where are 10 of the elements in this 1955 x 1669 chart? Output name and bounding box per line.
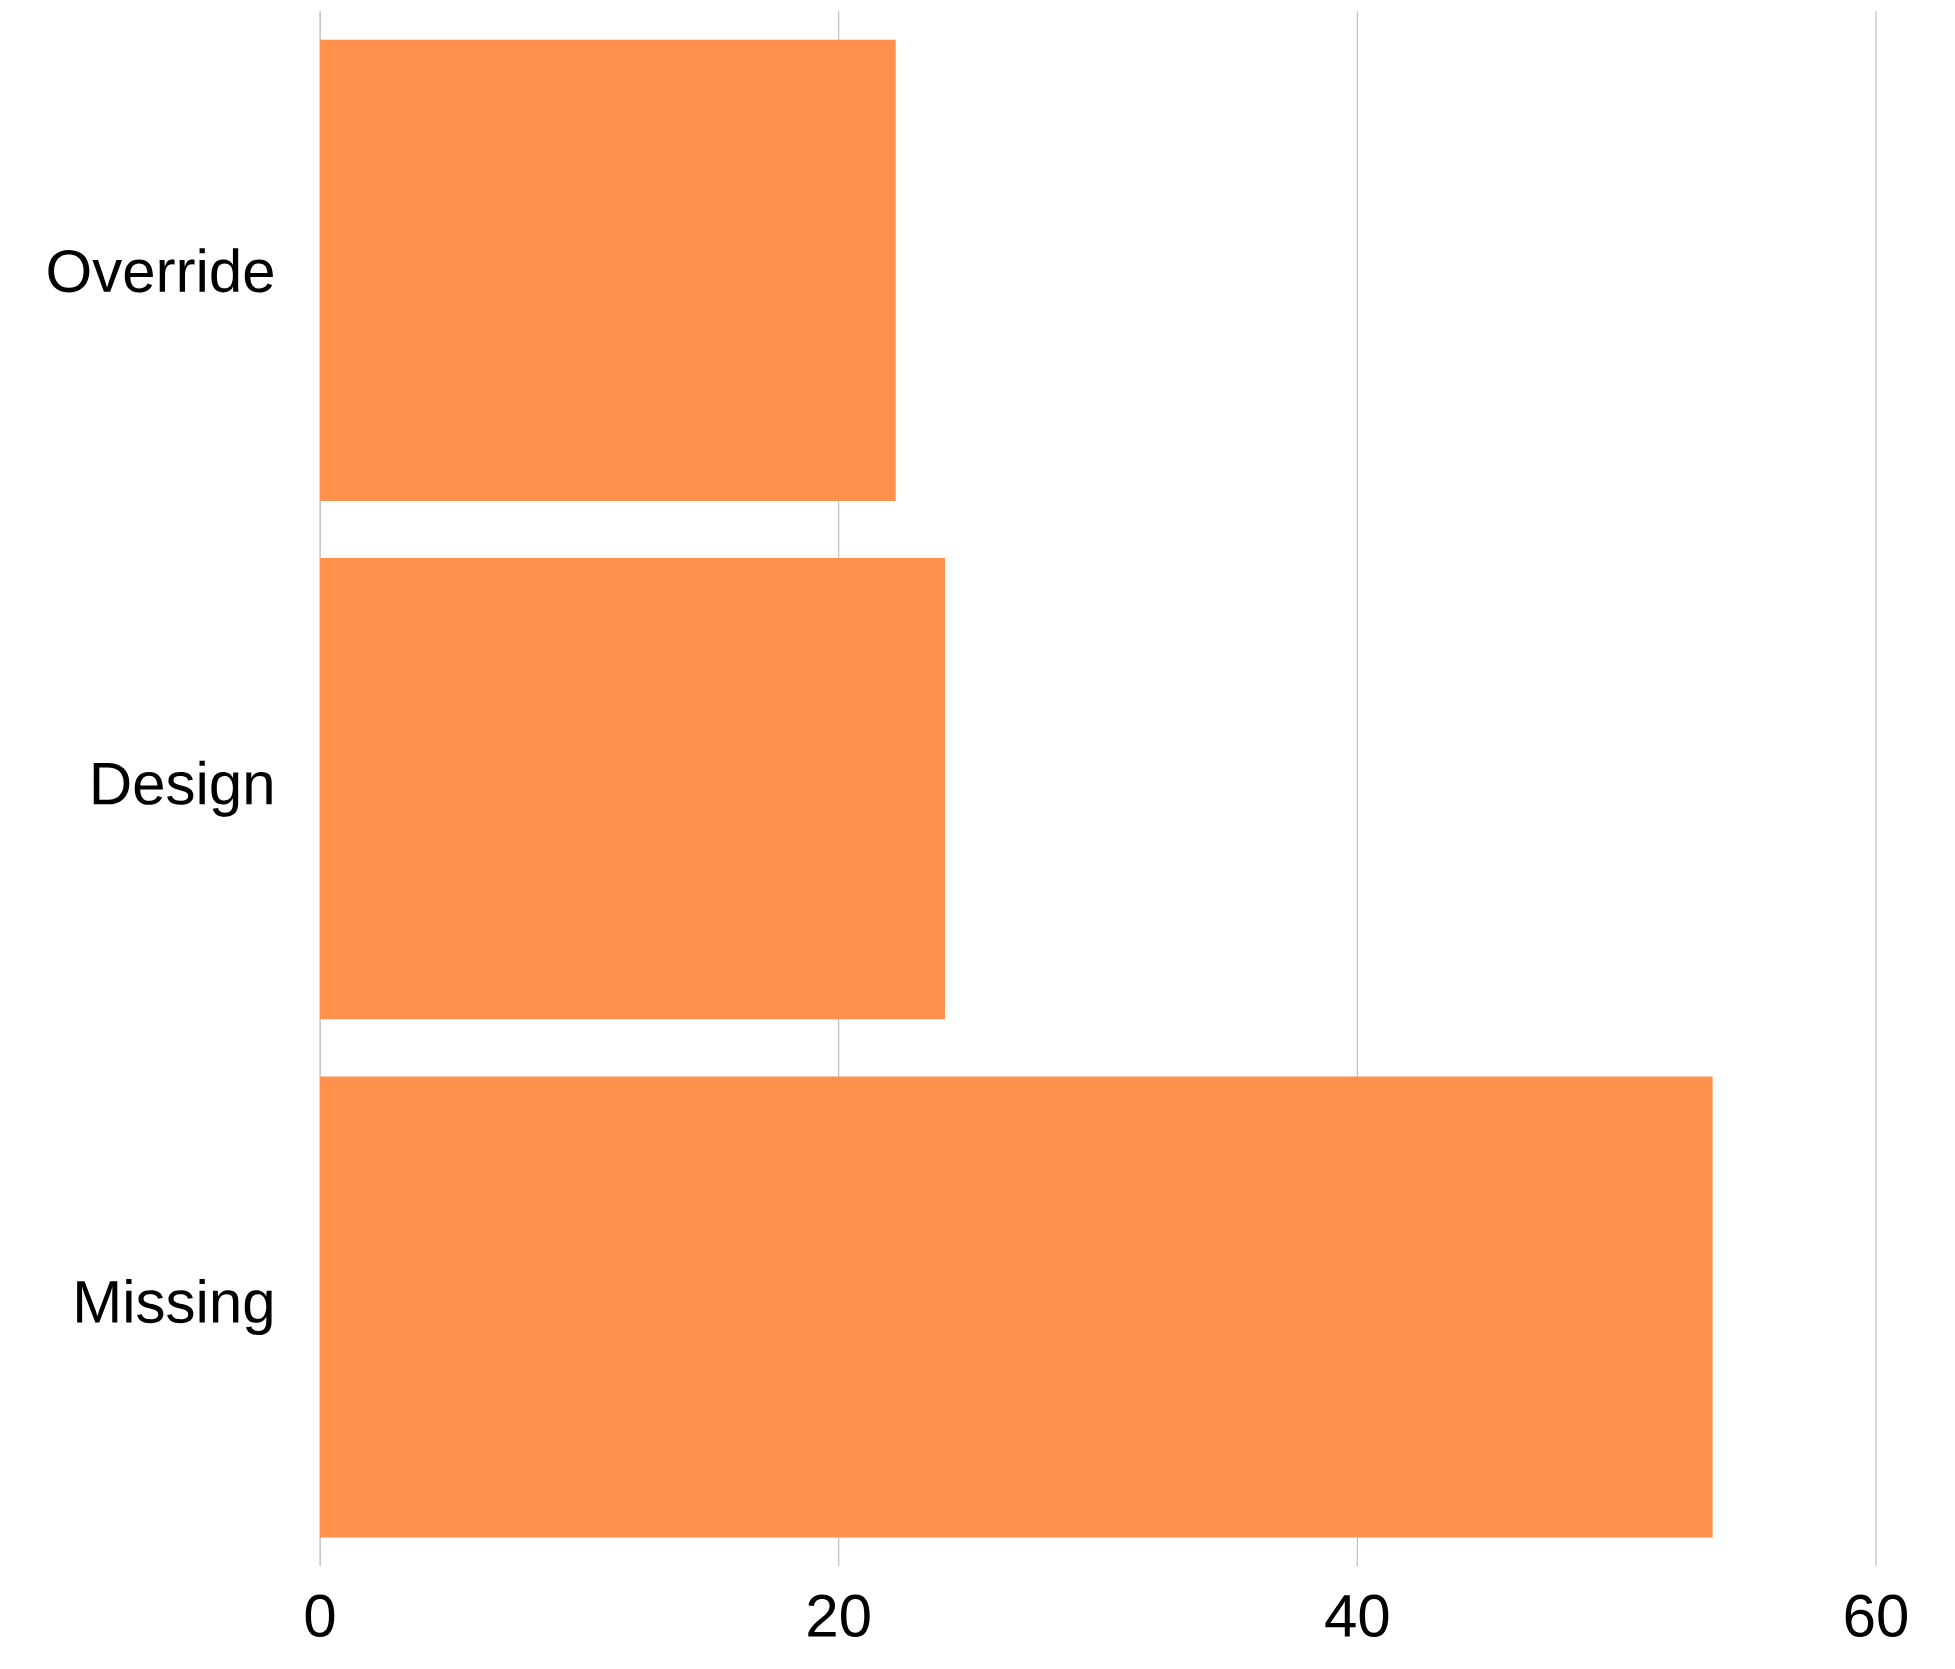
bar <box>320 1076 1713 1538</box>
y-tick-label: Missing <box>77 1279 272 1335</box>
x-tick-label: 40 <box>1325 1594 1389 1638</box>
y-tick-label: Override <box>48 248 273 293</box>
x-tick-label: 20 <box>808 1594 870 1638</box>
y-tick-label: Design <box>93 760 272 817</box>
bar <box>320 39 896 502</box>
bar <box>320 558 945 1020</box>
x-tick-label: 60 <box>1845 1594 1908 1638</box>
x-tick-label: 0 <box>305 1594 335 1638</box>
